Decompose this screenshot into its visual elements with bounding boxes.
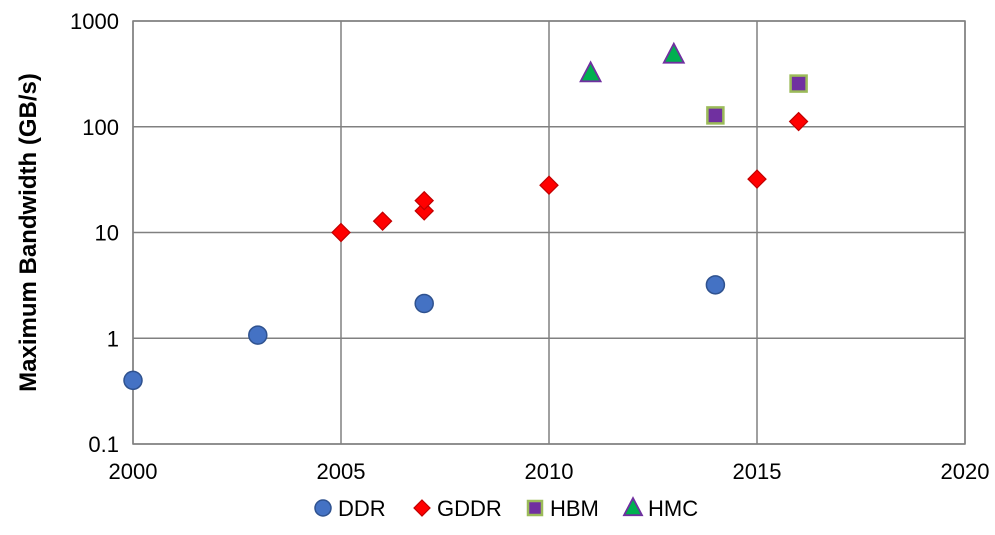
plot-area [132, 20, 966, 445]
y-tick-label: 100 [82, 115, 119, 140]
y-tick-label: 1000 [70, 9, 119, 34]
x-tick-label: 2010 [525, 459, 574, 484]
gddr-point [414, 201, 435, 221]
y-tick-label: 0.1 [88, 432, 119, 457]
legend-hmc-marker [622, 496, 644, 517]
y-tick-label: 1 [107, 326, 119, 351]
y-axis-ticks: 0.1 1 10 100 1000 [70, 9, 119, 457]
x-axis-ticks: 2000 2005 2010 2015 2020 [109, 459, 990, 484]
legend-ddr-label: DDR [338, 496, 386, 521]
y-axis-title: Maximum Bandwidth (GB/s) [15, 73, 42, 392]
gddr-point [372, 211, 393, 232]
ddr-point [248, 325, 268, 345]
hmc-point [579, 60, 603, 83]
x-tick-label: 2005 [317, 459, 366, 484]
x-tick-label: 2020 [941, 459, 990, 484]
legend-hmc-label: HMC [648, 496, 698, 521]
gddr-point [788, 111, 809, 132]
ddr-point [414, 293, 434, 314]
hmc-point [662, 41, 686, 64]
ddr-point [123, 370, 143, 391]
gddr-point [539, 175, 559, 196]
gddr-point [331, 222, 351, 243]
data-points [123, 41, 809, 391]
legend-hbm-label: HBM [550, 496, 599, 521]
y-tick-label: 10 [95, 221, 119, 246]
legend-gddr-marker [413, 499, 431, 517]
ddr-point [705, 275, 726, 295]
legend-ddr-marker [314, 499, 332, 517]
gridlines [132, 20, 966, 445]
x-tick-label: 2015 [733, 459, 782, 484]
legend-gddr-label: GDDR [437, 496, 502, 521]
hbm-point [789, 74, 808, 93]
legend: DDR GDDR HBM HMC [314, 496, 698, 521]
x-tick-label: 2000 [109, 459, 158, 484]
legend-hbm-marker [526, 499, 544, 517]
gddr-point [747, 169, 767, 189]
hbm-point [706, 106, 725, 125]
gddr-point [414, 190, 435, 211]
